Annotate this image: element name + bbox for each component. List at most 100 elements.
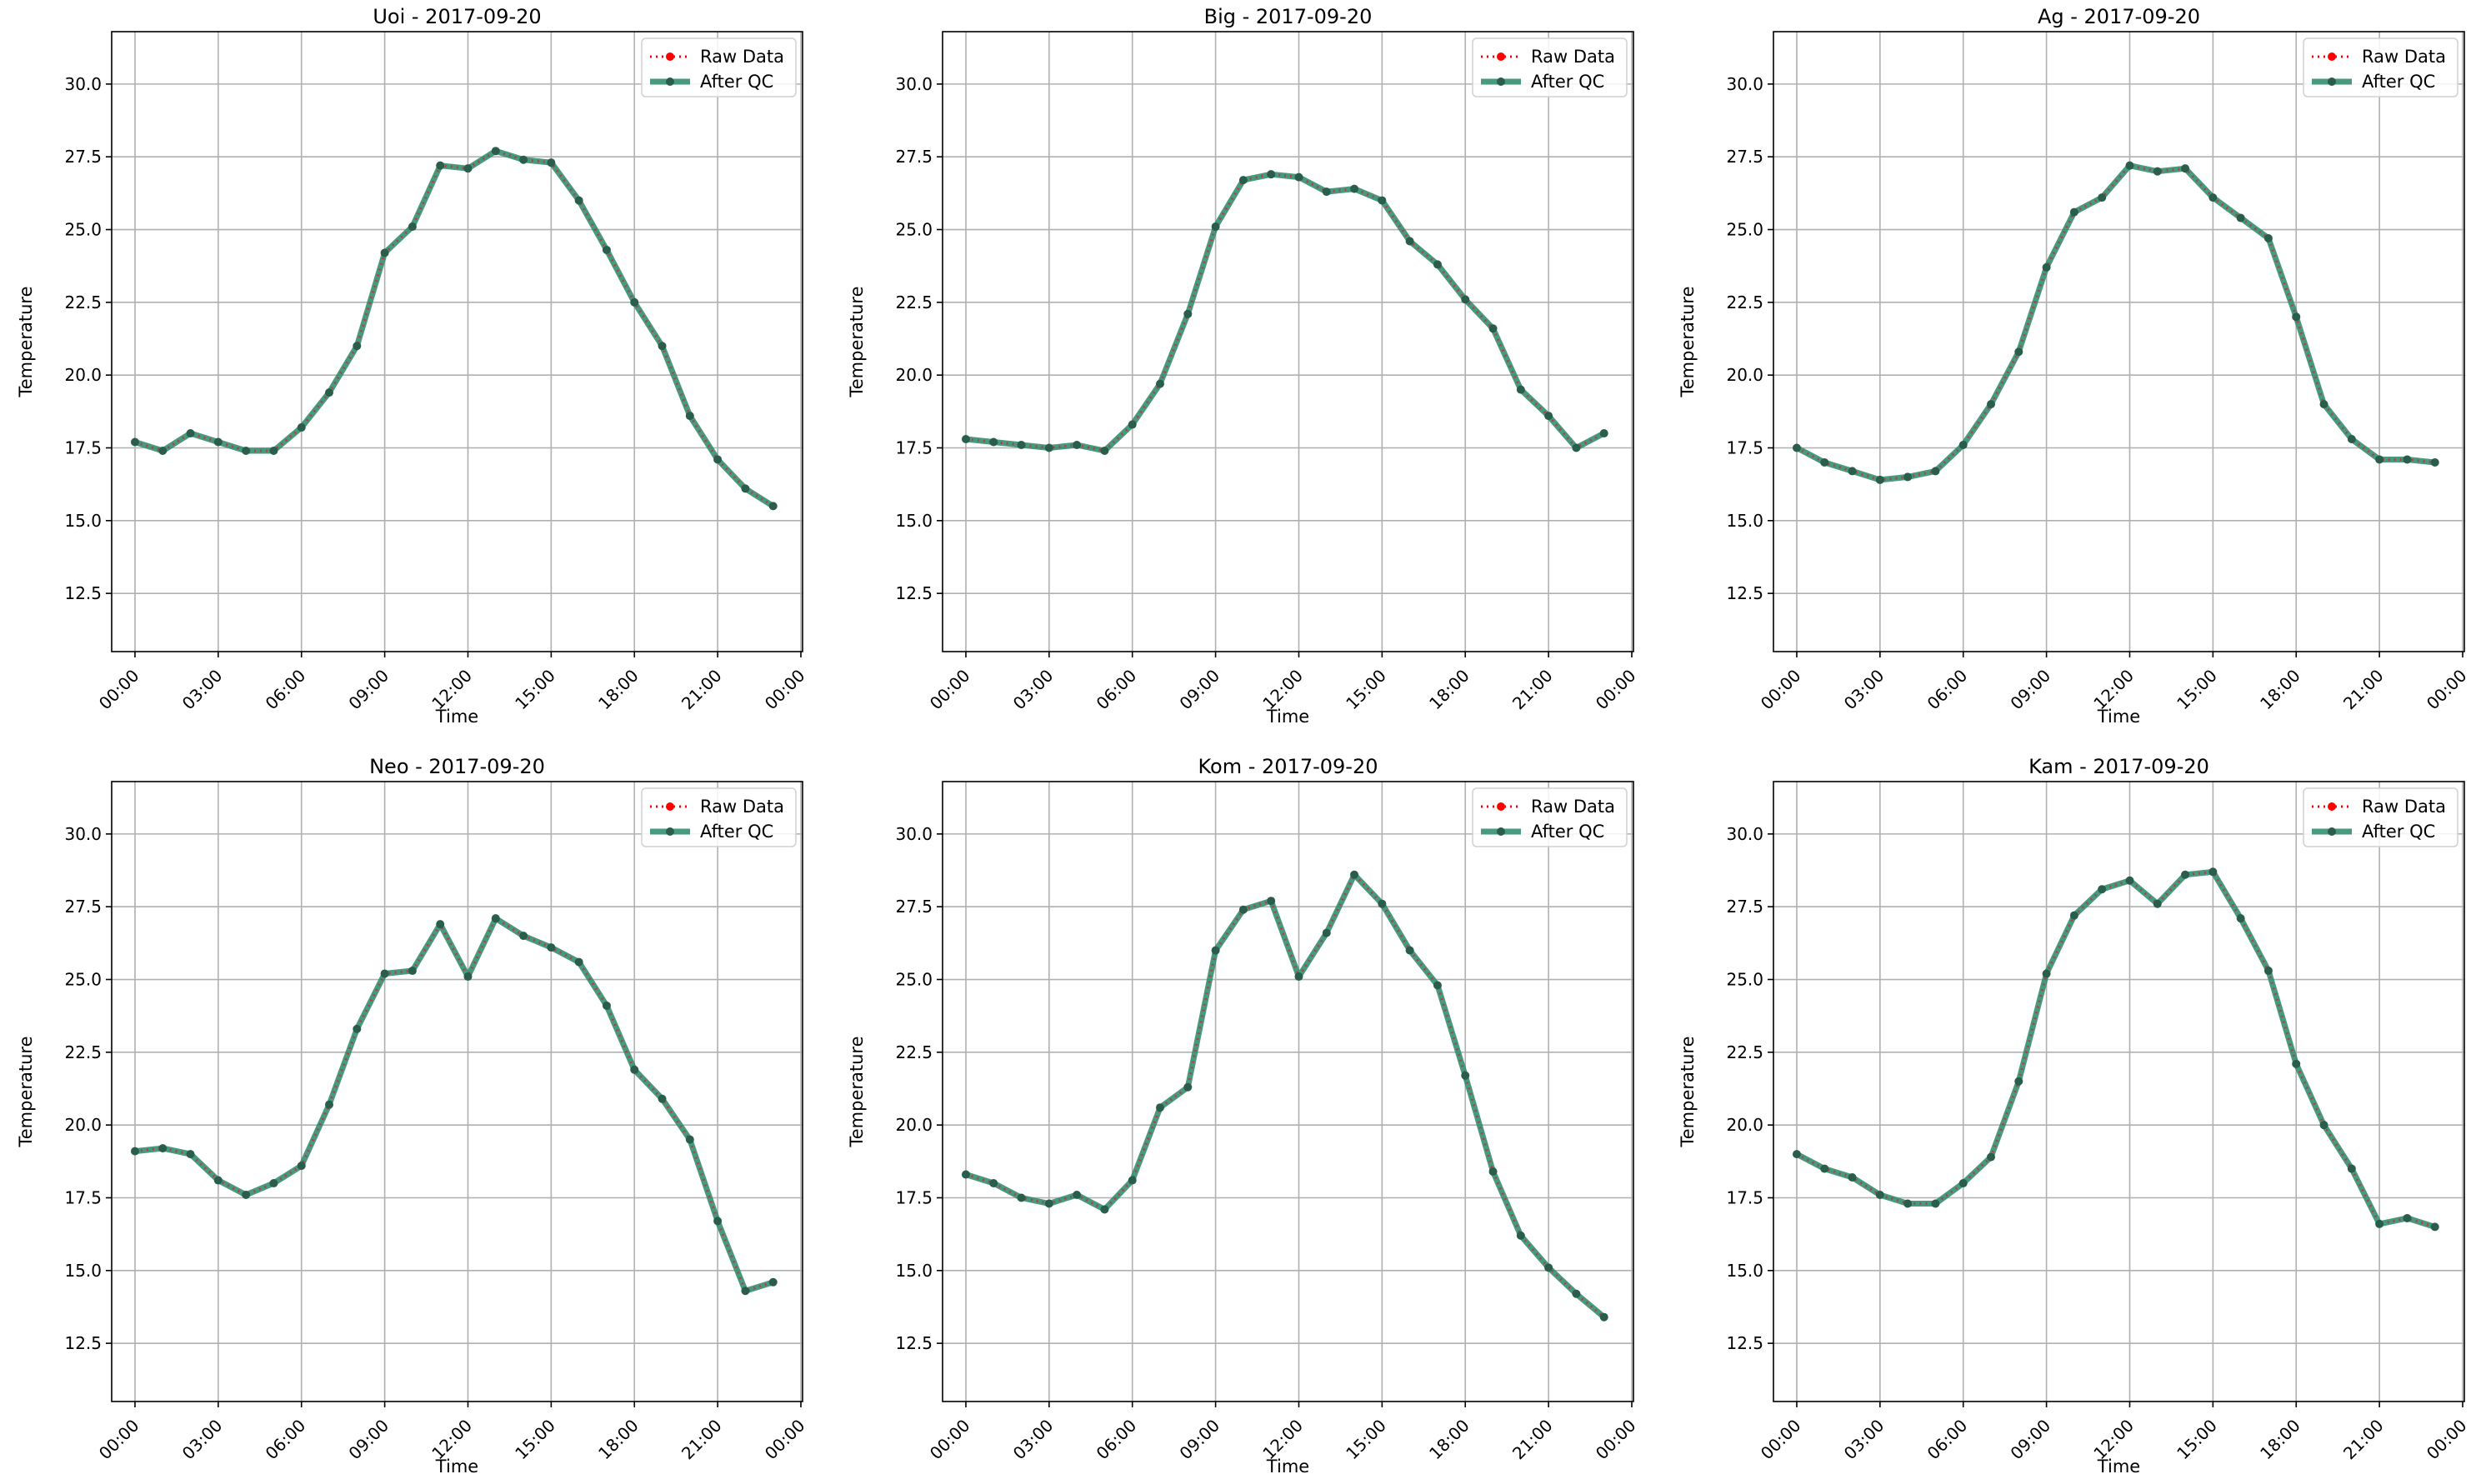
after-qc-point [186, 1150, 195, 1159]
after-qc-point [325, 1100, 334, 1109]
y-tick-label: 15.0 [1726, 511, 1763, 531]
legend-label-raw-data: Raw Data [2362, 797, 2446, 817]
after-qc-point [2375, 455, 2384, 464]
x-axis-label: Time [2097, 1457, 2140, 1477]
x-tick-label: 00:00 [2423, 1416, 2471, 1464]
x-tick-label: 09:00 [1175, 666, 1223, 714]
x-tick-label: 03:00 [1840, 666, 1888, 714]
after-qc-point [2098, 885, 2107, 894]
after-qc-point [1378, 196, 1387, 205]
after-qc-point [574, 196, 583, 205]
after-qc-point [491, 147, 500, 156]
legend-label-raw-data: Raw Data [1531, 47, 1615, 67]
after-qc-point [1848, 467, 1857, 476]
y-tick-label: 17.5 [1726, 437, 1763, 457]
series-line-raw-data [134, 917, 774, 1293]
y-axis-label: Temperature [847, 286, 867, 397]
legend-marker-after-qc [666, 827, 674, 836]
after-qc-point [1875, 1191, 1884, 1199]
after-qc-point [1211, 946, 1220, 955]
legend-marker-raw-data [2328, 52, 2336, 61]
subplot-title: Uoi - 2017-09-20 [373, 5, 541, 28]
subplot-3: 12.5 15.0 17.5 20.0 22.5 25.0 27.5 30.0 00:00 03:… [16, 755, 809, 1477]
after-qc-point [1128, 1176, 1137, 1185]
after-qc-point [2069, 911, 2078, 920]
after-qc-point [380, 248, 389, 257]
y-tick-label: 30.0 [1726, 74, 1763, 94]
y-axis-label: Temperature [16, 1036, 36, 1147]
x-tick-label: 06:00 [1923, 1416, 1972, 1464]
after-qc-point [685, 1135, 694, 1144]
x-tick-label: 00:00 [761, 1416, 809, 1464]
after-qc-point [1100, 446, 1109, 455]
after-qc-point [1156, 1103, 1165, 1112]
after-qc-point [989, 1179, 998, 1188]
x-tick-label: 18:00 [1425, 1416, 1473, 1464]
after-qc-point [158, 1144, 168, 1153]
y-axis-label: Temperature [1678, 1036, 1698, 1147]
y-tick-label: 22.5 [64, 1042, 102, 1062]
after-qc-point [2292, 312, 2301, 322]
after-qc-point [989, 437, 998, 447]
y-tick-label: 20.0 [64, 365, 102, 385]
after-qc-point [1544, 412, 1553, 421]
legend-marker-after-qc [1497, 77, 1505, 86]
after-qc-point [768, 1277, 778, 1287]
after-qc-point [463, 972, 473, 982]
axes-frame [1773, 781, 2465, 1402]
x-axis-label: Time [435, 707, 478, 727]
after-qc-point [741, 484, 750, 493]
after-qc-point [602, 245, 611, 254]
after-qc-point [380, 969, 389, 978]
x-tick-label: 15:00 [1342, 1416, 1390, 1464]
after-qc-point [408, 967, 417, 976]
after-qc-point [1461, 1071, 1470, 1080]
after-qc-point [519, 932, 528, 941]
legend-label-raw-data: Raw Data [1531, 797, 1615, 817]
x-tick-label: 03:00 [1840, 1416, 1888, 1464]
x-tick-label: 06:00 [1093, 1416, 1141, 1464]
after-qc-point [1903, 1199, 1913, 1208]
y-tick-label: 22.5 [895, 1042, 933, 1062]
after-qc-point [1987, 400, 1996, 409]
after-qc-point [325, 388, 334, 397]
after-qc-point [713, 455, 723, 464]
legend-label-after-qc: After QC [2362, 72, 2435, 92]
x-tick-label: 03:00 [1009, 666, 1058, 714]
series-line-after-qc [133, 147, 775, 509]
legend: Raw Data After QC [1472, 787, 1628, 847]
after-qc-point [1322, 187, 1331, 197]
x-tick-label: 15:00 [2173, 1416, 2221, 1464]
x-tick-label: 06:00 [1093, 666, 1141, 714]
y-tick-label: 12.5 [1726, 1333, 1763, 1353]
after-qc-point [463, 164, 473, 173]
x-tick-label: 21:00 [1508, 1416, 1557, 1464]
x-tick-label: 00:00 [95, 1416, 143, 1464]
y-tick-label: 17.5 [64, 437, 102, 457]
x-tick-label: 03:00 [178, 666, 227, 714]
after-qc-point [2208, 193, 2218, 202]
after-qc-point [158, 446, 168, 455]
legend: Raw Data After QC [2303, 37, 2458, 97]
after-qc-point [242, 446, 251, 455]
legend-label-raw-data: Raw Data [700, 47, 784, 67]
after-qc-point [1931, 1199, 1940, 1208]
x-tick-label: 15:00 [511, 666, 559, 714]
x-axis-label: Time [435, 1457, 478, 1477]
legend-label-after-qc: After QC [700, 72, 773, 92]
axes-frame [111, 31, 803, 652]
series-line-raw-data [965, 172, 1605, 452]
y-tick-label: 27.5 [64, 897, 102, 917]
after-qc-point [242, 1191, 251, 1199]
axes-frame [1773, 31, 2465, 652]
after-qc-point [1987, 1152, 1996, 1162]
after-qc-point [1903, 472, 1913, 482]
x-tick-label: 18:00 [1425, 666, 1473, 714]
after-qc-point [630, 1065, 639, 1074]
after-qc-point [2403, 1213, 2412, 1222]
after-qc-point [1294, 172, 1303, 182]
after-qc-point [741, 1287, 750, 1296]
after-qc-point [2125, 876, 2134, 885]
after-qc-point [1433, 260, 1442, 269]
after-qc-point [2014, 1077, 2023, 1086]
